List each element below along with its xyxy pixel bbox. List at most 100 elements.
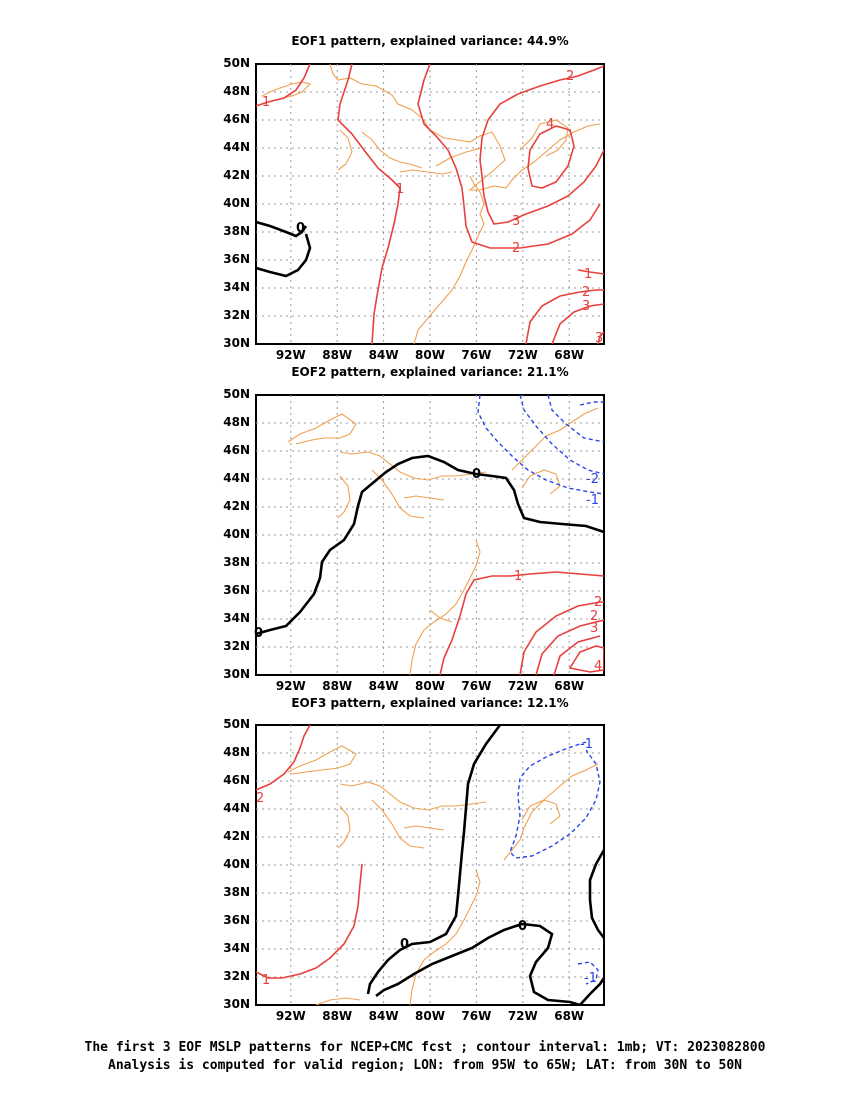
longitude-label: 88W [322,679,353,693]
latitude-label: 38N [223,555,250,569]
contour-label: 3 [595,331,603,346]
eof3-gridlines [256,725,604,1005]
eof2-coastlines [287,407,599,675]
eof3-positive-contours [256,725,363,979]
latitude-label: 32N [223,308,250,322]
latitude-label: 48N [223,84,250,98]
contour-label: 2 [512,241,520,256]
latitude-label: 46N [223,112,250,126]
latitude-label: 50N [223,387,250,401]
latitude-label: 34N [223,941,250,955]
contour-label: 1 [514,569,522,584]
latitude-label: 50N [223,56,250,70]
latitude-label: 38N [223,224,250,238]
latitude-label: 42N [223,499,250,513]
eof1-contour-labels: 1 1 2 3 4 0 1 2 3 2 3 [262,69,603,346]
contour-label: 2 [594,595,602,610]
contour-label: 4 [546,117,554,132]
eof2-contour-labels: 0 0 1 2 -1 -2 2 3 4 [254,467,602,674]
contour-label: 0 [400,937,409,952]
longitude-label: 88W [322,348,353,362]
longitude-label: 92W [275,348,306,362]
contour-label: 2 [590,609,598,624]
eof1-zero-contour [256,220,312,278]
longitude-label: 76W [461,348,492,362]
contour-label: 4 [594,659,602,674]
contour-label: 3 [582,299,590,314]
contour-label: -1 [584,971,597,986]
latitude-label: 40N [223,196,250,210]
eof1-positive-contours [256,64,604,344]
latitude-label: 34N [223,611,250,625]
latitude-label: 32N [223,969,250,983]
latitude-label: 30N [223,336,250,350]
latitude-label: 48N [223,415,250,429]
latitude-label: 44N [223,471,250,485]
longitude-label: 72W [507,348,538,362]
contour-label: 1 [262,95,270,110]
contour-label: 3 [512,214,520,229]
longitude-label: 76W [461,1009,492,1023]
latitude-label: 40N [223,527,250,541]
panel-title-eof3: EOF3 pattern, explained variance: 12.1% [291,696,569,710]
contour-label: 1 [396,182,404,197]
contour-label: 0 [296,221,305,236]
contour-label: 1 [262,973,270,988]
contour-label: 0 [472,467,481,482]
longitude-label: 92W [275,1009,306,1023]
eof1-map-content [256,64,604,344]
latitude-label: 42N [223,829,250,843]
eof1-coastlines [261,64,601,344]
latitude-label: 36N [223,583,250,597]
longitude-label: 92W [275,679,306,693]
longitude-label: 84W [368,1009,399,1023]
contour-label: 1 [584,267,592,282]
panel-title-eof1: EOF1 pattern, explained variance: 44.9% [291,34,569,48]
latitude-label: 30N [223,997,250,1011]
longitude-label: 84W [368,679,399,693]
longitude-label: 80W [415,1009,445,1023]
eof2-zero-contour [256,454,604,636]
latitude-label: 44N [223,801,250,815]
longitude-label: 76W [461,679,492,693]
contour-label: 0 [254,626,263,641]
contour-label: -1 [580,737,593,752]
latitude-label: 42N [223,168,250,182]
panel-title-eof2: EOF2 pattern, explained variance: 21.1% [291,365,569,379]
eof2-positive-contours [439,571,604,675]
latitude-label: 30N [223,667,250,681]
latitude-label: 48N [223,745,250,759]
contour-label: 3 [590,621,598,636]
longitude-label: 72W [507,679,538,693]
contour-label: -2 [586,472,599,487]
longitude-label: 68W [554,1009,585,1023]
longitude-label: 68W [554,679,585,693]
contour-label: 0 [518,919,527,934]
latitude-label: 32N [223,639,250,653]
eof2-map-content [256,395,604,675]
longitude-label: 72W [507,1009,538,1023]
longitude-label: 68W [554,348,585,362]
latitude-label: 34N [223,280,250,294]
eof2-gridlines [256,395,604,675]
latitude-label: 50N [223,717,250,731]
longitude-label: 80W [415,679,445,693]
latitude-label: 36N [223,913,250,927]
eof3-zero-contour [366,725,604,1005]
figure-caption-line2: Analysis is computed for valid region; L… [108,1058,742,1073]
eof3-coastlines [287,745,599,1005]
eof3-negative-contours [509,741,601,985]
figure-caption-line1: The first 3 EOF MSLP patterns for NCEP+C… [84,1040,766,1055]
latitude-label: 38N [223,885,250,899]
contour-label: -1 [586,493,599,508]
eof3-map-content [256,725,604,1005]
latitude-label: 46N [223,443,250,457]
longitude-label: 84W [368,348,399,362]
contour-label: 2 [566,69,574,84]
longitude-label: 80W [415,348,445,362]
latitude-label: 44N [223,140,250,154]
latitude-label: 36N [223,252,250,266]
longitude-label: 88W [322,1009,353,1023]
eof2-negative-contours [477,395,604,495]
